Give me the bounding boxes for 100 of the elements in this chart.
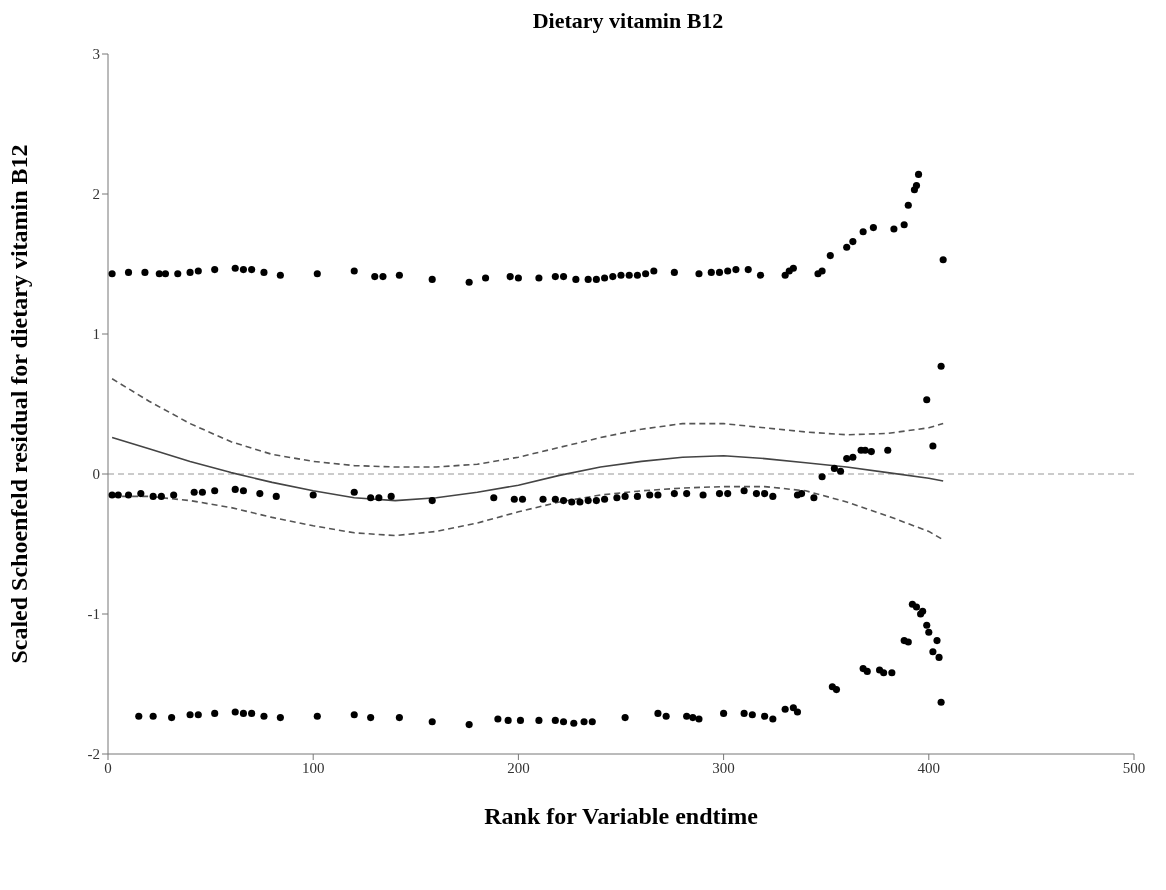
x-tick-label: 500: [1122, 759, 1146, 776]
point: [904, 638, 912, 646]
point: [740, 709, 748, 717]
point: [309, 491, 317, 499]
point: [149, 712, 157, 720]
x-tick-label: 200: [507, 759, 530, 776]
point: [194, 711, 202, 719]
y-tick-label: 3: [92, 46, 100, 63]
point: [580, 718, 588, 726]
point: [880, 669, 888, 677]
point: [239, 487, 247, 495]
point: [683, 712, 691, 720]
point: [912, 603, 921, 611]
point: [367, 714, 375, 722]
point: [715, 490, 724, 498]
point: [929, 442, 937, 450]
point: [490, 494, 498, 502]
point: [272, 492, 280, 500]
point: [114, 491, 122, 499]
point: [769, 715, 777, 723]
point: [260, 712, 268, 720]
y-tick-label: -2: [87, 746, 100, 763]
point: [662, 712, 670, 720]
point: [198, 488, 206, 496]
point: [621, 492, 629, 500]
point: [576, 498, 584, 506]
point: [559, 497, 568, 505]
point: [884, 446, 892, 454]
point: [810, 494, 818, 502]
point: [570, 719, 578, 727]
point: [231, 708, 239, 716]
point: [592, 497, 600, 505]
point: [387, 492, 395, 500]
point: [937, 362, 945, 370]
point: [551, 495, 559, 503]
point: [350, 711, 358, 719]
point: [276, 714, 284, 722]
point: [683, 490, 691, 498]
point: [239, 709, 247, 717]
point: [588, 718, 596, 726]
point: [798, 490, 806, 498]
point: [689, 714, 697, 722]
point: [256, 490, 264, 498]
point: [867, 448, 875, 456]
point: [510, 495, 518, 503]
point: [830, 464, 838, 472]
point: [157, 492, 165, 500]
point: [929, 648, 937, 656]
point: [170, 491, 178, 499]
point: [699, 491, 707, 499]
point: [937, 698, 945, 706]
point: [769, 492, 777, 500]
point: [781, 705, 789, 713]
point: [654, 491, 662, 499]
point: [551, 716, 559, 724]
point: [621, 714, 629, 722]
point: [231, 485, 239, 493]
x-tick-label: 0: [104, 759, 112, 776]
point: [720, 709, 728, 717]
point: [108, 491, 116, 499]
point: [740, 487, 748, 495]
point: [843, 455, 851, 463]
point: [633, 492, 641, 500]
y-tick-label: 0: [92, 466, 100, 483]
point: [933, 637, 941, 645]
x-axis-title: Rank for Variable endtime: [484, 803, 759, 829]
point: [168, 714, 176, 722]
point: [428, 718, 436, 726]
x-tick-label: 400: [917, 759, 941, 776]
point: [313, 712, 321, 720]
point: [789, 704, 797, 712]
point: [149, 492, 157, 500]
point: [124, 491, 133, 499]
point: [568, 498, 576, 506]
point: [186, 711, 194, 719]
point: [925, 628, 933, 636]
point: [752, 490, 760, 498]
point: [923, 396, 931, 404]
point: [654, 709, 662, 717]
y-tick-label: -1: [87, 606, 100, 623]
point: [248, 709, 256, 717]
point: [211, 709, 219, 717]
point: [428, 497, 436, 505]
point: [465, 721, 473, 729]
point: [190, 488, 198, 496]
point: [923, 621, 931, 629]
point: [670, 490, 678, 498]
point: [748, 711, 756, 719]
point: [504, 716, 512, 724]
point: [793, 708, 802, 716]
point: [135, 712, 143, 720]
y-tick-label: 2: [92, 186, 100, 203]
point: [367, 494, 375, 502]
x-tick-label: 100: [301, 759, 325, 776]
point: [516, 716, 525, 724]
point: [559, 718, 568, 726]
point: [695, 715, 703, 723]
point: [724, 490, 732, 498]
point: [849, 453, 857, 461]
point: [818, 473, 826, 481]
